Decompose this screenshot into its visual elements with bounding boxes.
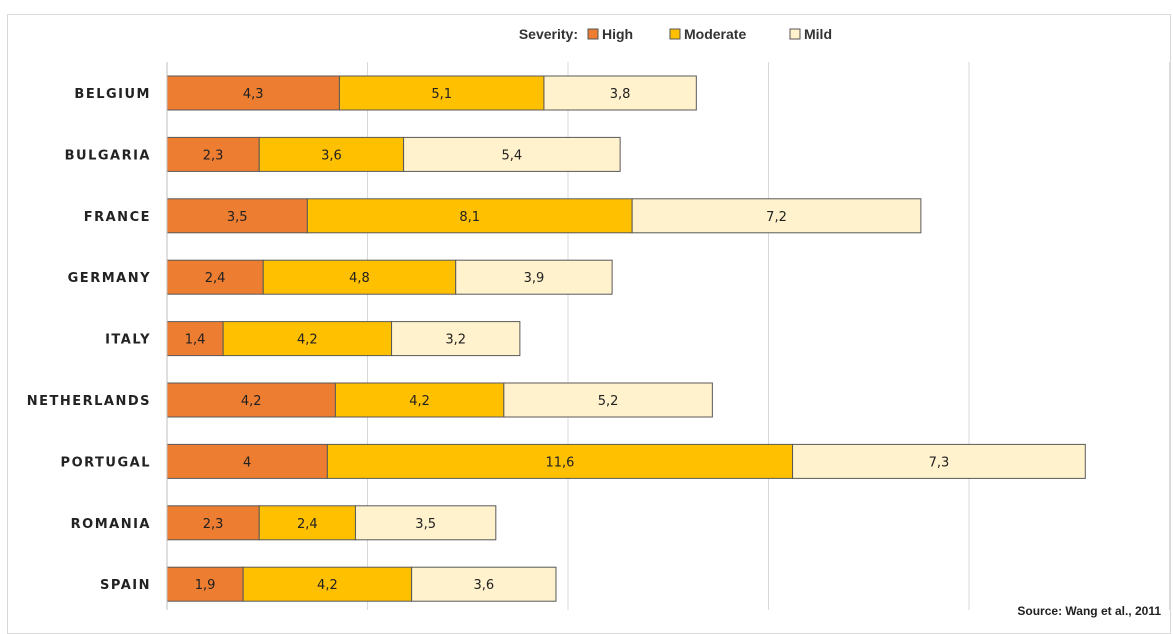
bar-moderate-spain [242,566,413,602]
bar-moderate-bulgaria [258,136,405,172]
data-label-high-netherlands: 4,2 [241,394,262,409]
category-label-germany: GERMANY [68,271,151,286]
bar-high-italy [166,321,224,357]
category-label-spain: SPAIN [100,578,151,593]
bar-mild-netherlands [503,382,713,418]
data-label-moderate-netherlands: 4,2 [409,394,430,409]
bar-mild-france [631,198,922,234]
data-label-mild-romania: 3,5 [415,517,436,532]
data-label-mild-portugal: 7,3 [929,455,950,470]
bar-moderate-portugal [326,443,794,479]
bar-moderate-france [306,198,633,234]
bar-high-netherlands [166,382,336,418]
legend-swatch-high [587,28,599,40]
category-label-netherlands: NETHERLANDS [27,394,151,409]
data-label-high-bulgaria: 2,3 [203,148,224,163]
bar-high-bulgaria [166,136,260,172]
data-label-high-belgium: 4,3 [243,87,264,102]
data-label-high-spain: 1,9 [195,578,216,593]
legend-title: Severity: [519,26,578,42]
category-label-belgium: BELGIUM [74,87,151,102]
legend-swatch-mild [789,28,801,40]
bar-moderate-netherlands [334,382,505,418]
category-label-portugal: PORTUGAL [61,455,151,470]
legend-label-high: High [602,26,633,42]
bar-mild-bulgaria [403,136,621,172]
data-label-moderate-france: 8,1 [459,210,480,225]
data-label-moderate-spain: 4,2 [317,578,338,593]
bar-moderate-romania [258,505,356,541]
legend-label-moderate: Moderate [684,26,746,42]
bar-mild-spain [411,566,557,602]
data-label-mild-spain: 3,6 [473,578,494,593]
category-label-italy: ITALY [105,333,151,348]
bar-mild-belgium [543,75,697,111]
bar-moderate-germany [262,259,457,295]
legend-label-mild: Mild [804,26,832,42]
data-label-high-germany: 2,4 [205,271,226,286]
data-label-moderate-belgium: 5,1 [431,87,452,102]
data-label-moderate-germany: 4,8 [349,271,370,286]
data-label-mild-belgium: 3,8 [610,87,631,102]
category-label-bulgaria: BULGARIA [65,148,151,163]
data-label-high-france: 3,5 [227,210,248,225]
bar-mild-romania [354,505,497,541]
data-label-mild-netherlands: 5,2 [598,394,619,409]
data-label-mild-france: 7,2 [766,210,787,225]
bar-mild-germany [455,259,613,295]
data-label-moderate-romania: 2,4 [297,517,318,532]
data-label-mild-bulgaria: 5,4 [502,148,523,163]
bar-mild-portugal [792,443,1086,479]
bar-high-germany [166,259,264,295]
data-label-mild-italy: 3,2 [445,333,466,348]
category-label-france: FRANCE [84,210,151,225]
bar-high-france [166,198,308,234]
data-label-mild-germany: 3,9 [524,271,545,286]
bar-mild-italy [391,321,521,357]
data-label-moderate-portugal: 11,6 [546,455,575,470]
data-label-moderate-italy: 4,2 [297,333,318,348]
data-label-high-italy: 1,4 [185,333,206,348]
category-label-romania: ROMANIA [71,517,151,532]
legend-swatch-moderate [669,28,681,40]
data-label-high-romania: 2,3 [203,517,224,532]
bar-high-spain [166,566,244,602]
data-label-high-portugal: 4 [243,455,251,470]
severity-stacked-bar-chart: Severity: High Moderate Mild BELGIUM 4,3 5,1 3,… [27,26,1170,610]
source-note: Source: Wang et al., 2011 [1017,604,1161,618]
data-label-moderate-bulgaria: 3,6 [321,148,342,163]
